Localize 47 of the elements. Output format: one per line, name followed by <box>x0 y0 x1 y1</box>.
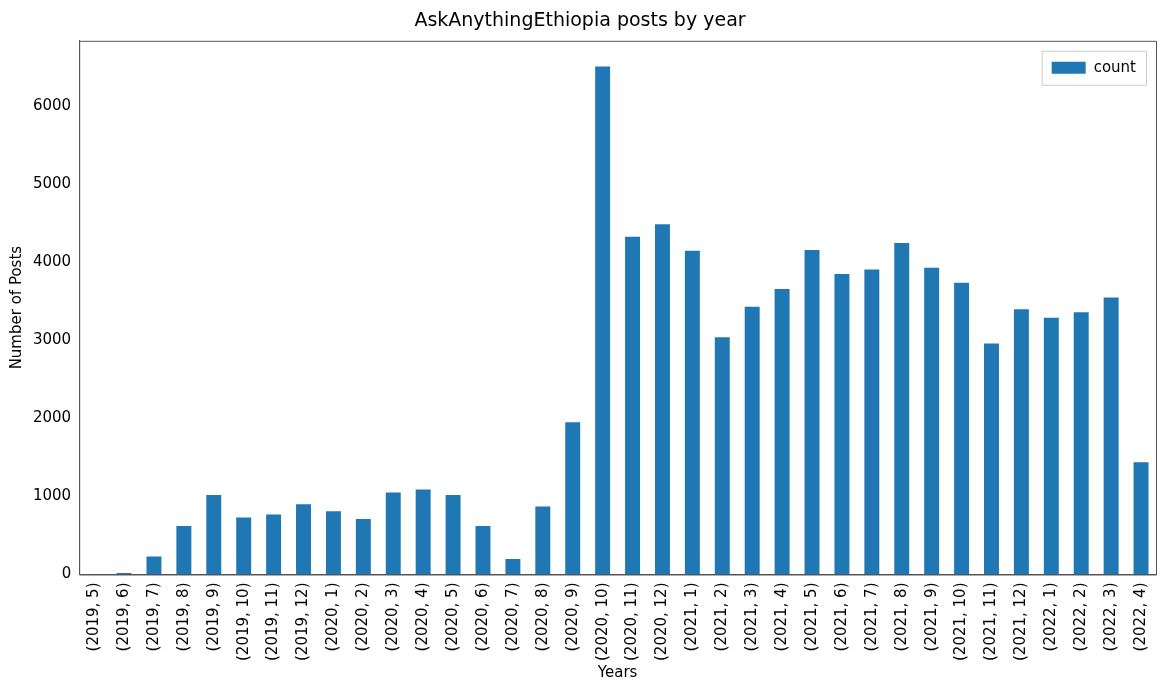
x-tick-label: (2019, 8) <box>173 582 192 652</box>
y-tick-label: 6000 <box>32 96 72 115</box>
x-tick-label: (2021, 9) <box>921 582 940 652</box>
y-tick-label: 3000 <box>32 330 72 349</box>
x-tick-label: (2019, 12) <box>293 582 312 662</box>
x-tick-label: (2022, 4) <box>1130 582 1149 652</box>
y-tick-label: 1000 <box>32 486 72 505</box>
y-tick-label: 5000 <box>32 174 72 193</box>
x-tick-label: (2020, 8) <box>532 582 551 652</box>
x-tick-label: (2021, 8) <box>891 582 910 652</box>
x-tick-label: (2021, 5) <box>801 582 820 652</box>
x-tick-label: (2021, 3) <box>742 582 761 652</box>
x-tick-label: (2020, 7) <box>502 582 521 652</box>
x-tick-label: (2021, 4) <box>771 582 790 652</box>
y-tick-label: 2000 <box>32 408 72 427</box>
y-tick-label: 0 <box>61 564 72 583</box>
x-tick-label: (2021, 12) <box>1011 582 1030 662</box>
x-tick-label: (2020, 2) <box>353 582 372 652</box>
chart-title: AskAnythingEthiopia posts by year <box>414 8 746 31</box>
x-tick-label: (2020, 6) <box>472 582 491 652</box>
x-tick-label: (2021, 6) <box>831 582 850 652</box>
x-tick-label: (2020, 4) <box>413 582 432 652</box>
legend-label: count <box>1093 57 1137 76</box>
x-tick-label: (2022, 3) <box>1101 582 1120 652</box>
x-tick-label: (2020, 10) <box>592 582 611 662</box>
x-tick-label: (2020, 11) <box>622 582 641 662</box>
x-tick-label: (2021, 1) <box>682 582 701 652</box>
x-tick-label: (2021, 7) <box>861 582 880 652</box>
x-tick-label: (2019, 7) <box>143 582 162 652</box>
y-tick-label: 4000 <box>32 252 72 271</box>
x-tick-label: (2022, 1) <box>1041 582 1060 652</box>
x-tick-label: (2020, 1) <box>323 582 342 652</box>
x-tick-label: (2020, 12) <box>652 582 671 662</box>
x-tick-label: (2020, 5) <box>442 582 461 652</box>
y-axis-title: Number of Posts <box>6 245 25 370</box>
x-tick-label: (2022, 2) <box>1071 582 1090 652</box>
x-tick-label: (2019, 11) <box>263 582 282 662</box>
x-tick-label: (2020, 3) <box>383 582 402 652</box>
x-tick-label: (2021, 10) <box>951 582 970 662</box>
x-tick-label: (2019, 10) <box>233 582 252 662</box>
x-tick-label: (2020, 9) <box>562 582 581 652</box>
x-tick-label: (2021, 2) <box>712 582 731 652</box>
x-tick-label: (2021, 11) <box>981 582 1000 662</box>
x-tick-label: (2019, 9) <box>203 582 222 652</box>
x-tick-label: (2019, 5) <box>84 582 103 652</box>
x-tick-label: (2019, 6) <box>113 582 132 652</box>
x-axis-title: Years <box>596 662 638 681</box>
